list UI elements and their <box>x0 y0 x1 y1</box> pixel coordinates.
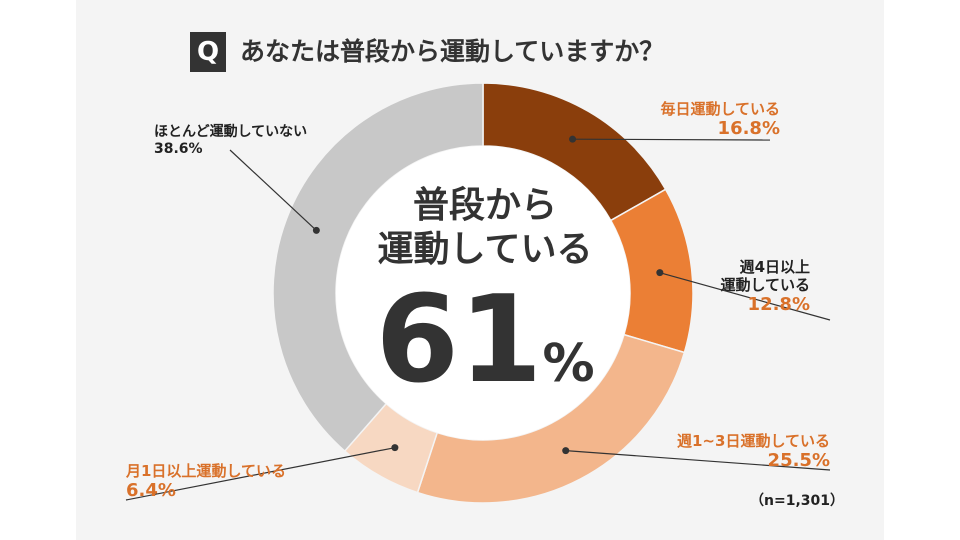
label-4days-value: 12.8% <box>747 294 810 315</box>
label-daily-text: 毎日運動している <box>660 100 780 118</box>
center-number: 61 <box>375 271 543 410</box>
label-daily-value: 16.8% <box>717 118 780 139</box>
leader-dot-1 <box>656 269 664 277</box>
leader-dot-0 <box>569 135 577 143</box>
leader-line-0 <box>572 138 771 141</box>
leader-dot-4 <box>312 226 320 234</box>
question-title: あなたは普段から運動していますか？ <box>240 37 665 66</box>
leader-line-4 <box>229 149 317 231</box>
leader-dot-3 <box>391 444 399 452</box>
label-rarely-value: 38.6% <box>154 140 203 157</box>
label-4days: 週4日以上 運動している 12.8% <box>690 258 810 316</box>
center-line-1: 普段から <box>412 185 557 226</box>
label-1to3days: 週1~3日運動している 25.5% <box>640 432 830 472</box>
leader-line-1 <box>659 272 831 321</box>
label-monthly: 月1日以上運動している 6.4% <box>126 462 286 502</box>
label-1to3days-value: 25.5% <box>767 450 830 471</box>
leader-dot-2 <box>562 447 570 455</box>
sample-size-note: （n=1,301） <box>750 493 844 509</box>
donut-center-disc <box>336 146 630 440</box>
center-value: 61% <box>340 276 630 429</box>
leader-line-2 <box>565 450 831 471</box>
leader-line-3 <box>125 447 396 501</box>
label-monthly-value: 6.4% <box>126 480 176 501</box>
label-rarely-text: ほとんど運動していない <box>154 124 308 140</box>
label-monthly-text: 月1日以上運動している <box>126 462 286 480</box>
label-1to3days-text: 週1~3日運動している <box>677 432 830 450</box>
label-rarely: ほとんど運動していない 38.6% <box>154 124 307 158</box>
center-line-2: 運動している <box>377 229 593 270</box>
label-daily: 毎日運動している 16.8% <box>630 100 780 140</box>
label-4days-line1: 週4日以上 <box>739 258 810 276</box>
label-4days-line2: 運動している <box>720 276 810 294</box>
question-badge: Q <box>190 32 226 72</box>
center-unit: % <box>542 334 595 394</box>
center-summary: 普段から 運動している 61% <box>340 184 630 429</box>
